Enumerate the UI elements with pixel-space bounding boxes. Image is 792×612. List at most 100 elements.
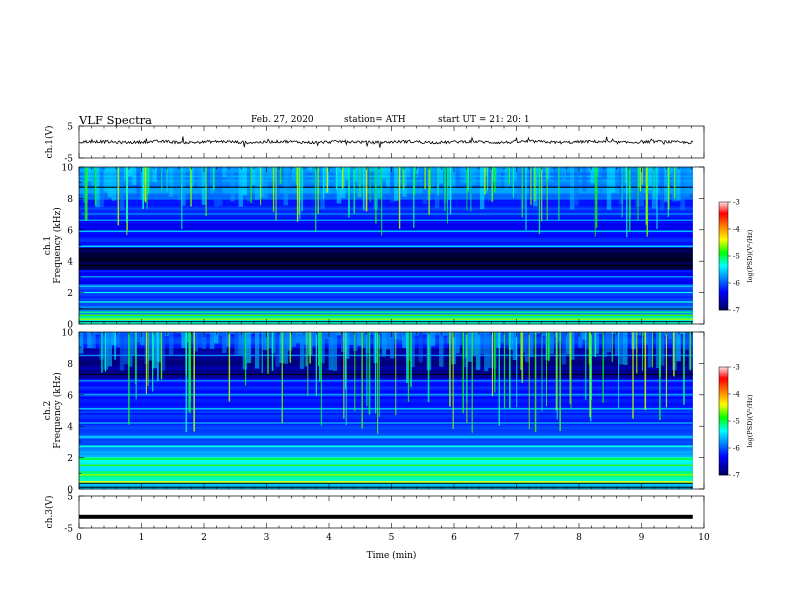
sferic-streak — [305, 332, 307, 367]
sferic-streak — [471, 332, 473, 433]
frequency-band — [79, 366, 693, 369]
time-texture — [398, 167, 403, 176]
frequency-band — [79, 247, 693, 250]
time-texture — [639, 167, 644, 207]
time-texture — [623, 332, 628, 365]
colorbar-segment — [719, 245, 728, 248]
time-texture — [304, 167, 309, 186]
frequency-band — [79, 195, 693, 198]
ch3-waveform-trace — [79, 514, 693, 519]
colorbar-segment — [719, 227, 728, 230]
time-texture — [537, 332, 542, 334]
sferic-streak — [181, 167, 183, 229]
time-texture — [394, 167, 399, 202]
time-texture — [250, 332, 256, 334]
sferic-streak — [618, 332, 620, 409]
sferic-streak — [520, 332, 522, 370]
frequency-band — [79, 474, 693, 478]
frequency-band — [79, 458, 693, 462]
time-texture — [570, 332, 575, 360]
time-texture — [291, 332, 297, 347]
station-label: station= ATH — [344, 115, 406, 125]
sferic-streak — [275, 167, 277, 221]
sferic-streak — [466, 167, 468, 211]
time-texture — [181, 167, 186, 206]
time-texture — [504, 332, 509, 346]
time-texture — [218, 332, 223, 337]
y-axis-label: Frequency (kHz) — [52, 372, 63, 449]
y-tick-label: 5 — [67, 493, 73, 503]
colorbar-segment — [719, 211, 728, 214]
sferic-streak — [363, 167, 365, 211]
frequency-band — [79, 205, 693, 208]
time-texture — [389, 332, 395, 359]
time-texture — [250, 167, 256, 186]
frequency-band — [79, 398, 693, 401]
narrowband-line — [79, 276, 693, 278]
time-texture — [660, 167, 665, 211]
time-texture — [455, 332, 460, 354]
time-texture — [655, 332, 661, 369]
time-texture — [218, 167, 223, 206]
time-texture — [234, 332, 239, 356]
time-texture — [541, 332, 546, 336]
sferic-streak — [105, 332, 106, 373]
frequency-band — [79, 189, 693, 192]
colorbar-segment — [719, 202, 728, 205]
time-texture — [574, 332, 579, 337]
frequency-band — [79, 440, 693, 444]
frequency-band — [79, 464, 693, 468]
colorbar-segment — [719, 293, 728, 296]
time-texture — [606, 332, 612, 353]
narrowband-line — [79, 311, 693, 313]
frequency-band — [79, 255, 693, 258]
sferic-streak — [639, 167, 642, 192]
sferic-streak — [344, 332, 346, 390]
frequency-band — [79, 414, 693, 417]
frequency-band — [79, 448, 693, 452]
time-texture — [365, 167, 370, 187]
ch1-spectrogram-panel: 0 2 4 6 8 10 ch.1 Frequency (kHz) — [43, 164, 705, 331]
colorbar-segment — [719, 229, 728, 232]
sferic-streak — [365, 167, 368, 212]
sferic-streak — [407, 332, 410, 402]
colorbar-segment — [719, 265, 728, 268]
sferic-streak — [354, 332, 356, 412]
time-texture — [471, 332, 477, 357]
colorbar-segment — [719, 415, 728, 418]
sferic-streak — [244, 332, 247, 386]
time-texture — [328, 167, 333, 169]
time-texture — [152, 332, 158, 369]
frequency-band — [79, 416, 693, 419]
time-texture — [561, 332, 567, 365]
frequency-band — [79, 217, 693, 220]
time-texture — [484, 167, 489, 176]
sferic-streak — [547, 332, 550, 362]
time-texture — [197, 167, 203, 190]
time-texture — [222, 167, 227, 178]
gap-line — [79, 265, 693, 267]
colorbar-segment — [719, 367, 728, 370]
colorbar-segment — [719, 408, 728, 411]
colorbar-segment — [719, 403, 728, 406]
time-texture — [357, 332, 362, 346]
frequency-band — [79, 402, 693, 405]
frequency-band — [79, 434, 693, 438]
frequency-band — [79, 251, 693, 254]
time-texture — [627, 332, 632, 335]
colorbar-segment — [719, 297, 728, 300]
time-texture — [508, 167, 514, 188]
colorbar-segment — [719, 270, 728, 273]
frequency-band — [79, 191, 693, 194]
frequency-band — [79, 233, 693, 236]
colorbar-segment — [719, 254, 728, 257]
y-tick-label: 4 — [67, 423, 73, 433]
sferic-streak — [541, 167, 543, 222]
time-texture — [488, 167, 493, 201]
frequency-band — [79, 199, 693, 202]
frequency-band — [79, 207, 693, 210]
colorbar-segment — [719, 446, 728, 449]
time-texture — [230, 332, 235, 334]
time-texture — [455, 167, 460, 186]
